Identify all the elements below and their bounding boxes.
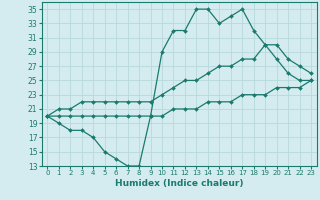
- X-axis label: Humidex (Indice chaleur): Humidex (Indice chaleur): [115, 179, 244, 188]
